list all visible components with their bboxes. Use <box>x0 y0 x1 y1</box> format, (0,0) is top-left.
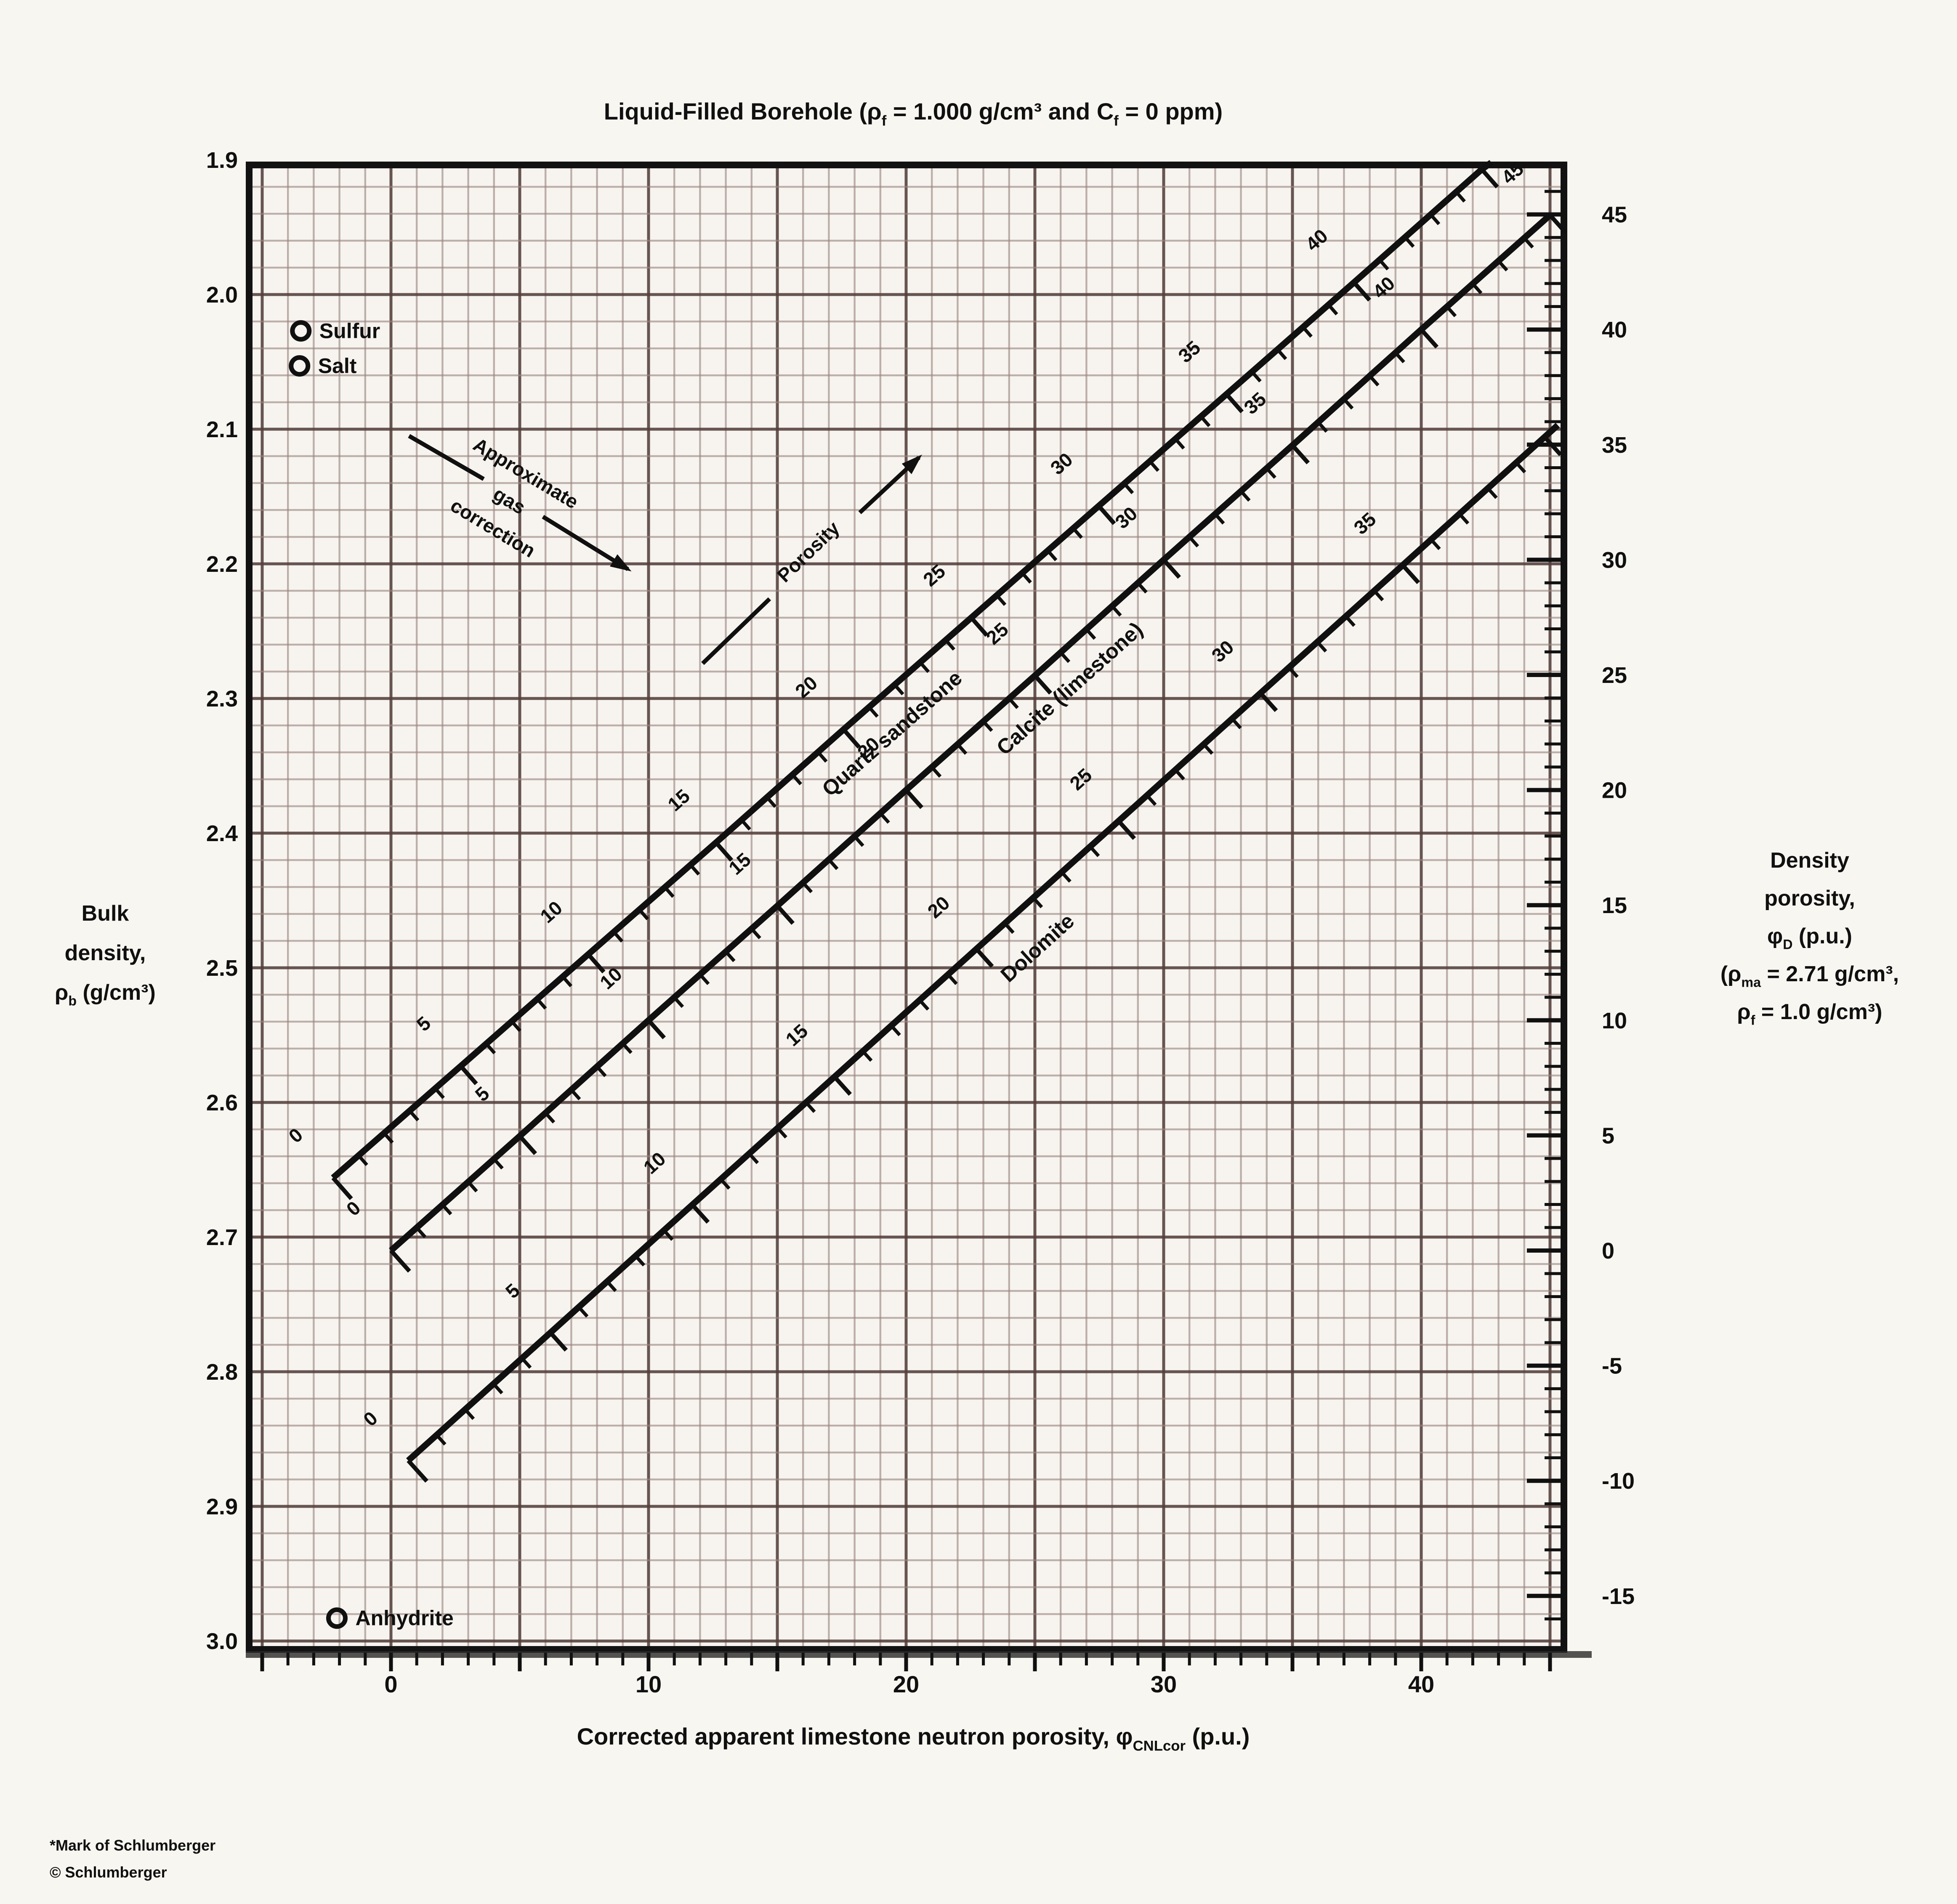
y-right-axis-title: Density <box>1770 848 1849 873</box>
x-tick-label: 30 <box>1151 1671 1177 1697</box>
y-right-tick-label: -10 <box>1602 1468 1635 1494</box>
y-left-tick-label: 2.7 <box>206 1225 238 1250</box>
y-right-tick-label: 0 <box>1602 1238 1614 1264</box>
x-tick-label: 20 <box>893 1671 919 1697</box>
y-left-tick-label: 2.4 <box>206 821 238 846</box>
chart-title: Liquid-Filled Borehole (ρf = 1.000 g/cm³… <box>604 98 1223 129</box>
y-left-tick-label: 2.2 <box>206 552 238 577</box>
y-left-tick-label: 2.6 <box>206 1090 238 1115</box>
footnote-line-2: © Schlumberger <box>50 1864 167 1881</box>
y-left-tick-label: 2.5 <box>206 956 238 981</box>
footnote-line-1: *Mark of Schlumberger <box>50 1837 215 1854</box>
plot-frame <box>246 162 1567 1653</box>
y-left-tick-label: 2.1 <box>206 417 238 442</box>
y-right-tick-label: -15 <box>1602 1584 1635 1609</box>
y-right-tick-label: 45 <box>1602 202 1627 228</box>
reference-point-anhydrite: Anhydrite <box>326 1607 454 1630</box>
y-left-tick-label: 2.9 <box>206 1494 238 1519</box>
reference-point-label: Anhydrite <box>355 1607 453 1630</box>
y-right-axis-title: φD (p.u.) <box>1767 924 1852 952</box>
y-axis-right: 45 40 35 30 25 20 15 10 5 0 -5 -10 -15 Density porosit… <box>1527 190 1899 1621</box>
arrowhead-icon <box>610 554 632 572</box>
y-right-tick-label: 35 <box>1602 433 1627 458</box>
y-right-tick-label: 30 <box>1602 547 1627 573</box>
x-tick-label: 40 <box>1408 1671 1434 1697</box>
y-axis-left: 1.9 2.0 2.1 2.2 2.3 2.4 2.5 2.6 2.7 2.8 2.9 3.0 Bulk… <box>55 148 238 1654</box>
y-left-tick-label: 1.9 <box>206 148 238 173</box>
y-left-tick-label: 3.0 <box>206 1629 238 1654</box>
y-right-tick-label: 10 <box>1602 1008 1627 1033</box>
x-tick-label: 0 <box>384 1671 397 1697</box>
y-left-tick-label: 2.3 <box>206 686 238 712</box>
arrowhead-icon <box>901 454 922 474</box>
y-right-tick-label: 15 <box>1602 893 1627 918</box>
y-right-axis-title: porosity, <box>1764 886 1855 911</box>
reference-point-sulfur: Sulfur <box>290 319 380 343</box>
reference-point-label: Sulfur <box>319 319 380 343</box>
x-axis-title: Corrected apparent limestone neutron por… <box>577 1723 1250 1754</box>
reference-point-salt: Salt <box>289 354 357 378</box>
y-left-axis-title: density, <box>65 941 146 965</box>
x-tick-label: 10 <box>635 1671 662 1697</box>
y-left-tick-label: 2.8 <box>206 1360 238 1385</box>
reference-point-label: Salt <box>318 354 357 378</box>
y-right-axis-title: (ρma = 2.71 g/cm³, <box>1720 962 1899 990</box>
y-right-axis-title: ρf = 1.0 g/cm³) <box>1737 1000 1883 1028</box>
y-right-tick-label: 5 <box>1602 1123 1614 1148</box>
y-left-tick-label: 2.0 <box>206 282 238 308</box>
y-right-tick-label: 20 <box>1602 778 1627 803</box>
y-left-axis-title: Bulk <box>82 901 129 926</box>
plot-grid <box>249 165 1564 1649</box>
x-axis: 0 10 20 30 40 Corrected apparent limestone ne… <box>260 1653 1552 1754</box>
y-right-tick-label: 25 <box>1602 663 1627 688</box>
y-left-axis-title: ρb (g/cm³) <box>55 980 156 1009</box>
y-right-tick-label: 40 <box>1602 317 1627 343</box>
y-right-tick-label: -5 <box>1602 1354 1622 1379</box>
